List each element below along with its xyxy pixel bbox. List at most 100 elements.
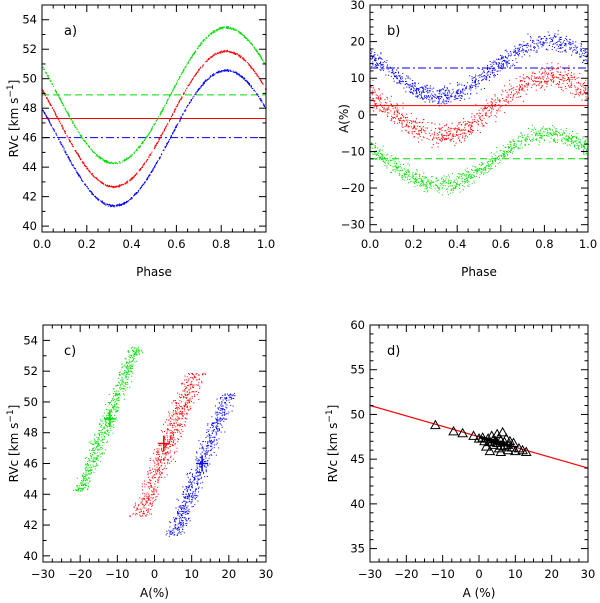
data-point	[155, 144, 157, 146]
data-point	[198, 89, 200, 90]
data-point	[459, 188, 461, 189]
data-point	[579, 92, 581, 93]
data-point	[217, 72, 219, 74]
data-point	[179, 76, 181, 78]
data-point	[501, 89, 503, 91]
data-point	[48, 101, 50, 103]
data-point	[440, 178, 442, 180]
data-point	[488, 164, 490, 166]
data-point	[584, 141, 586, 143]
data-point	[130, 178, 132, 180]
data-point	[572, 135, 574, 137]
data-point	[416, 169, 418, 171]
data-point	[523, 49, 525, 51]
data-point	[400, 117, 401, 119]
data-point	[431, 180, 432, 182]
data-point	[424, 185, 426, 187]
data-point	[489, 76, 491, 77]
data-point	[448, 96, 450, 98]
data-point	[234, 29, 236, 31]
data-point	[410, 86, 412, 87]
data-point	[408, 84, 410, 86]
data-point	[540, 82, 542, 84]
data-point	[141, 185, 143, 187]
data-point	[571, 54, 573, 56]
data-point	[521, 84, 523, 86]
data-point	[563, 41, 564, 43]
data-point	[238, 30, 240, 32]
data-point	[377, 98, 379, 100]
data-point	[520, 132, 522, 134]
data-point	[209, 77, 211, 78]
data-point	[575, 147, 577, 149]
data-point	[446, 132, 448, 133]
data-point	[435, 184, 437, 186]
data-point	[412, 86, 414, 88]
data-point	[513, 144, 515, 146]
data-point	[455, 142, 457, 144]
data-point	[538, 144, 540, 146]
panel-b-ytick-label: 30	[350, 0, 365, 12]
data-point	[424, 95, 426, 97]
data-point	[258, 54, 260, 55]
data-point	[201, 66, 203, 68]
data-point	[582, 62, 584, 63]
data-point	[426, 187, 428, 189]
data-point	[439, 188, 441, 190]
data-point	[380, 52, 382, 54]
panel-b-series-red	[370, 62, 589, 149]
data-point	[504, 146, 506, 148]
data-point	[446, 94, 448, 96]
data-point	[570, 138, 572, 139]
data-point	[171, 115, 173, 116]
data-point	[380, 155, 382, 157]
data-point	[401, 81, 403, 83]
data-point	[573, 136, 575, 138]
data-point	[576, 52, 578, 54]
data-point	[222, 51, 224, 53]
data-point	[377, 152, 379, 154]
data-point	[390, 67, 392, 69]
data-point	[459, 100, 461, 101]
data-point	[546, 132, 548, 134]
data-point	[471, 122, 473, 124]
data-point	[209, 32, 211, 34]
data-point	[148, 176, 150, 178]
data-point	[404, 83, 406, 85]
data-point	[424, 97, 425, 99]
data-point	[423, 129, 425, 131]
data-point	[403, 81, 405, 83]
data-point	[371, 100, 373, 102]
data-point	[476, 113, 478, 115]
data-point	[390, 110, 392, 112]
data-point	[394, 168, 396, 170]
data-point	[73, 167, 75, 168]
data-point	[84, 164, 86, 166]
data-point	[468, 175, 470, 177]
data-point	[175, 84, 177, 86]
data-point	[86, 167, 88, 169]
data-point	[495, 102, 497, 104]
data-point	[442, 89, 444, 91]
data-point	[490, 167, 492, 169]
data-point	[255, 49, 257, 51]
data-point	[172, 89, 174, 91]
data-point	[42, 90, 44, 92]
data-point	[412, 93, 414, 95]
data-point	[223, 50, 225, 52]
data-point	[377, 157, 379, 159]
data-point	[402, 73, 404, 75]
data-point	[407, 178, 409, 180]
data-point	[413, 127, 415, 128]
data-point	[456, 89, 458, 91]
data-point	[522, 48, 524, 50]
data-point	[414, 90, 416, 92]
data-point	[526, 84, 528, 86]
data-point	[119, 203, 121, 205]
data-point	[487, 72, 489, 73]
data-point	[469, 131, 471, 133]
data-point	[150, 130, 152, 132]
data-point	[545, 128, 547, 130]
data-point	[422, 98, 424, 100]
data-point	[471, 116, 473, 118]
